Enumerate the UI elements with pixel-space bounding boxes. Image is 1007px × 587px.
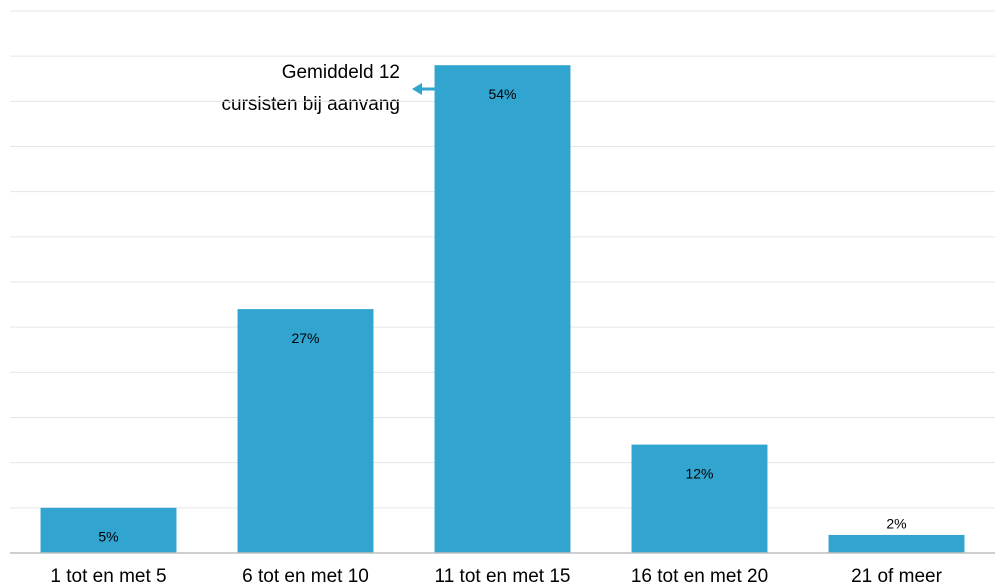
bar — [631, 444, 768, 553]
x-tick-label: 1 tot en met 5 — [50, 566, 166, 587]
bar — [434, 65, 571, 553]
bar — [237, 309, 374, 553]
value-label: 5% — [98, 529, 118, 545]
x-tick-label: 6 tot en met 10 — [242, 566, 369, 587]
x-tick-label: 11 tot en met 15 — [435, 566, 571, 587]
annotation-line: cursisten bij aanvang — [222, 94, 401, 115]
bar — [40, 507, 177, 553]
value-label: 27% — [291, 330, 319, 346]
annotation-line: Gemiddeld 12 — [282, 62, 400, 83]
value-label: 54% — [488, 86, 516, 102]
bar — [828, 534, 965, 553]
x-tick-label: 21 of meer — [851, 566, 942, 587]
value-label: 2% — [886, 516, 906, 532]
x-tick-label: 16 tot en met 20 — [631, 566, 768, 587]
arrow-head — [412, 83, 422, 95]
value-label: 12% — [685, 465, 713, 481]
